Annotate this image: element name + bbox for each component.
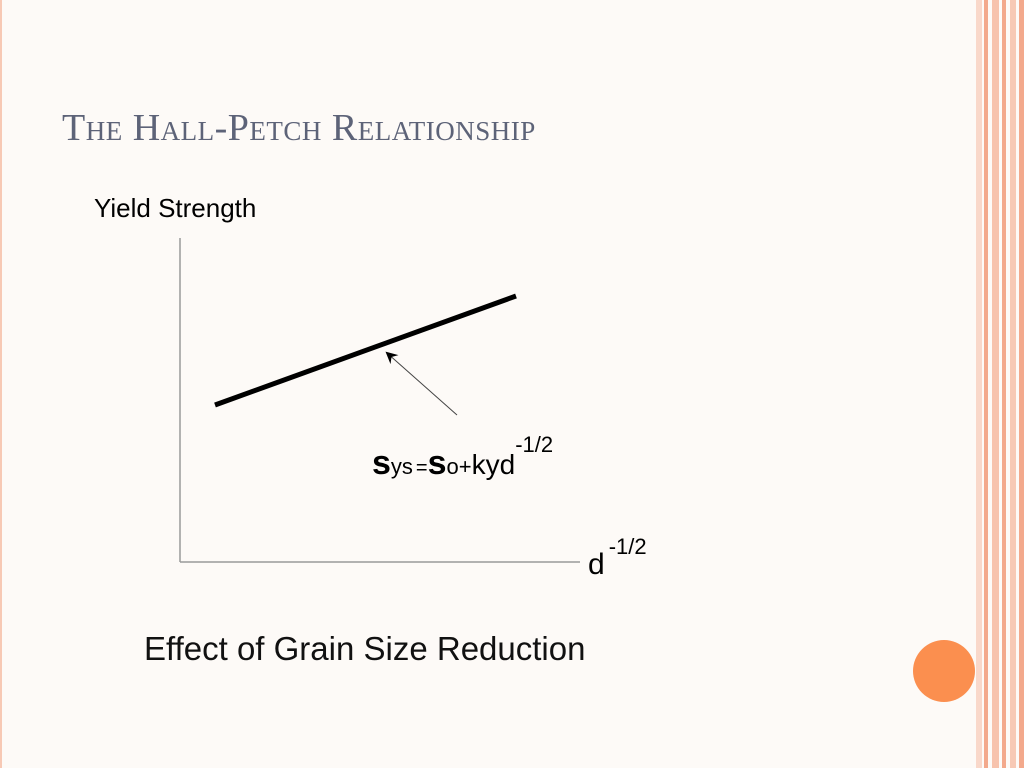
x-axis-label-base: d — [588, 548, 605, 581]
pointer-arrow — [385, 351, 458, 416]
border-stripe — [1019, 0, 1024, 768]
y-axis-label: Yield Strength — [94, 193, 256, 223]
d-variable: d — [500, 449, 516, 480]
diagram-caption: Effect of Grain Size Reduction — [144, 630, 586, 667]
border-stripe — [1002, 0, 1006, 768]
border-stripe — [976, 0, 982, 768]
equation-exponent: -1/2 — [515, 432, 553, 457]
slide-right-border — [976, 0, 1024, 768]
x-axis-label-exponent: -1/2 — [609, 534, 647, 559]
slide-title: The Hall-Petch Relationship — [62, 107, 536, 149]
plus-sign: + — [459, 454, 472, 479]
x-axis-label: d-1/2 — [588, 534, 647, 581]
sigma-o-subscript: o — [447, 454, 459, 479]
ky-coefficient: ky — [472, 449, 500, 480]
sigma-ys-subscript: ys — [391, 454, 413, 479]
equals-sign: = — [416, 457, 428, 479]
hall-petch-equation: sys =so+kyd-1/2 — [372, 432, 553, 482]
sigma-o-symbol: s — [428, 444, 447, 482]
sigma-ys-symbol: s — [372, 444, 391, 482]
accent-circle-decoration — [913, 640, 975, 702]
border-stripe — [1010, 0, 1016, 768]
hall-petch-line — [214, 293, 517, 408]
border-stripe — [984, 0, 988, 768]
slide-left-border — [0, 0, 2, 768]
border-stripe — [992, 0, 999, 768]
